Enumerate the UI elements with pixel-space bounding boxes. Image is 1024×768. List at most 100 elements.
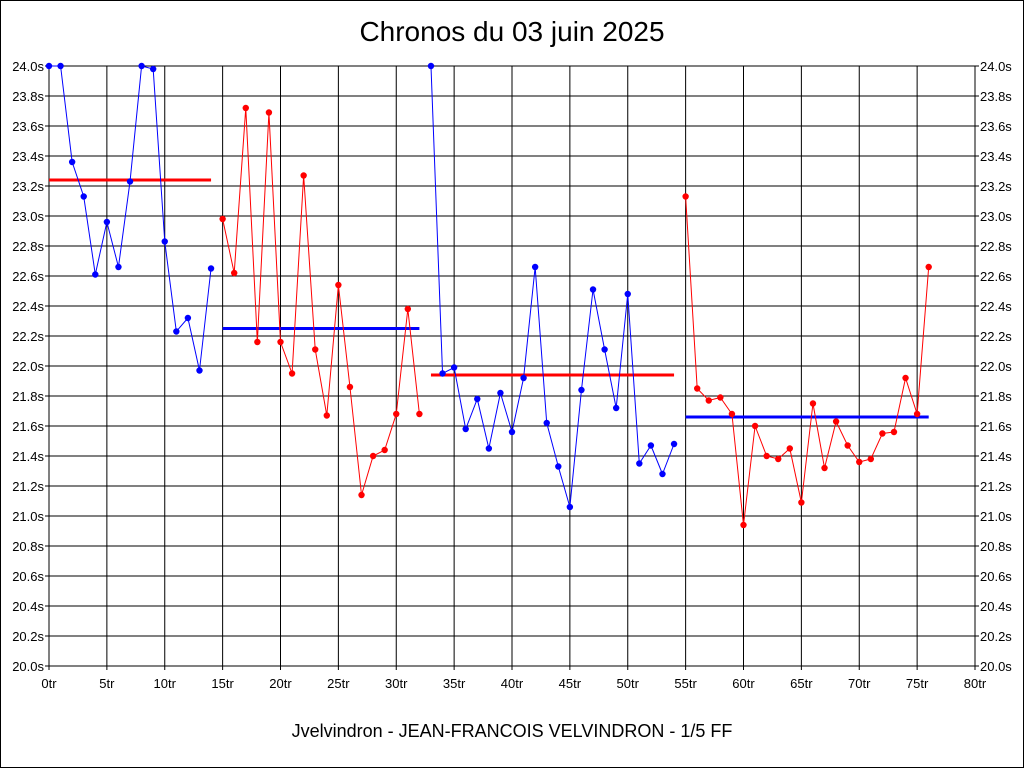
data-point bbox=[277, 338, 284, 346]
data-point bbox=[879, 430, 886, 437]
data-point bbox=[694, 385, 701, 392]
data-point bbox=[149, 65, 157, 73]
x-tick-label: 40tr bbox=[501, 676, 524, 691]
y-tick-label-left: 21.6s bbox=[12, 419, 44, 434]
data-point bbox=[335, 281, 342, 289]
data-point bbox=[57, 62, 64, 70]
data-point bbox=[439, 370, 446, 377]
data-point bbox=[717, 394, 724, 401]
y-tick-label-left: 22.6s bbox=[12, 269, 44, 284]
data-point bbox=[161, 238, 168, 245]
data-point bbox=[474, 395, 481, 403]
y-tick-label-right: 20.6s bbox=[980, 569, 1012, 584]
data-point bbox=[323, 412, 330, 419]
y-tick-label-left: 20.6s bbox=[12, 569, 44, 584]
y-tick-label-left: 23.2s bbox=[12, 179, 44, 194]
y-tick-label-right: 20.8s bbox=[980, 539, 1012, 554]
y-tick-label-left: 22.2s bbox=[12, 329, 44, 344]
x-tick-label: 25tr bbox=[327, 676, 350, 691]
y-tick-label-left: 23.0s bbox=[12, 209, 44, 224]
series-line bbox=[430, 65, 675, 508]
x-tick-label: 55tr bbox=[674, 676, 697, 691]
chart-title: Chronos du 03 juin 2025 bbox=[359, 16, 665, 47]
data-point bbox=[775, 455, 782, 463]
data-point bbox=[45, 62, 53, 70]
y-tick-label-right: 21.6s bbox=[980, 419, 1012, 434]
data-point bbox=[809, 400, 817, 407]
data-point bbox=[346, 383, 354, 391]
y-tick-label-left: 20.2s bbox=[12, 629, 44, 644]
data-point bbox=[219, 215, 226, 223]
y-tick-label-left: 23.4s bbox=[12, 149, 44, 164]
y-tick-label-right: 22.4s bbox=[980, 299, 1012, 314]
y-tick-label-right: 23.8s bbox=[980, 89, 1012, 104]
y-tick-label-right: 23.0s bbox=[980, 209, 1012, 224]
series-line bbox=[685, 196, 930, 526]
x-tick-label: 65tr bbox=[790, 676, 813, 691]
data-point bbox=[404, 305, 412, 313]
y-tick-label-left: 23.8s bbox=[12, 89, 44, 104]
x-tick-label: 10tr bbox=[154, 676, 177, 691]
y-tick-label-left: 23.6s bbox=[12, 119, 44, 134]
data-point bbox=[265, 109, 273, 116]
data-point bbox=[184, 314, 192, 322]
x-tick-label: 20tr bbox=[269, 676, 292, 691]
data-point bbox=[369, 452, 377, 460]
y-tick-label-left: 22.8s bbox=[12, 239, 44, 254]
data-point bbox=[682, 193, 689, 200]
data-point bbox=[555, 463, 562, 470]
data-point bbox=[832, 418, 840, 425]
data-point bbox=[358, 491, 365, 499]
data-point bbox=[867, 455, 875, 463]
data-point bbox=[543, 419, 550, 427]
data-point bbox=[115, 263, 122, 271]
x-tick-label: 50tr bbox=[617, 676, 640, 691]
x-tick-label: 15tr bbox=[211, 676, 234, 691]
data-point bbox=[902, 374, 909, 382]
y-tick-label-right: 20.0s bbox=[980, 659, 1012, 674]
data-point bbox=[566, 503, 574, 511]
data-point bbox=[798, 499, 805, 506]
data-point bbox=[312, 346, 319, 353]
series-layer bbox=[45, 62, 932, 529]
data-point bbox=[92, 271, 99, 278]
x-tick-label: 30tr bbox=[385, 676, 408, 691]
data-point bbox=[659, 470, 666, 478]
axis-layer: 0tr 5tr 10tr 15tr 20tr 25tr 30tr 35tr 40tr 45tr 50… bbox=[12, 59, 1012, 691]
x-tick-label: 75tr bbox=[906, 676, 929, 691]
data-point bbox=[231, 269, 238, 277]
y-tick-label-left: 21.8s bbox=[12, 389, 44, 404]
y-tick-label-right: 20.4s bbox=[980, 599, 1012, 614]
x-tick-label: 5tr bbox=[99, 676, 115, 691]
data-point bbox=[844, 442, 851, 449]
data-point bbox=[578, 386, 585, 394]
y-tick-label-right: 22.8s bbox=[980, 239, 1012, 254]
data-point bbox=[636, 460, 643, 467]
data-point bbox=[173, 328, 180, 335]
data-point bbox=[740, 521, 747, 529]
data-point bbox=[103, 218, 111, 226]
x-tick-label: 0tr bbox=[41, 676, 57, 691]
y-tick-label-right: 22.2s bbox=[980, 329, 1012, 344]
series-line bbox=[222, 107, 420, 496]
data-point bbox=[68, 158, 76, 166]
data-point bbox=[670, 440, 678, 448]
data-point bbox=[601, 346, 608, 353]
y-tick-label-left: 21.4s bbox=[12, 449, 44, 464]
y-tick-label-left: 20.4s bbox=[12, 599, 44, 614]
y-tick-label-left: 24.0s bbox=[12, 59, 44, 74]
x-tick-label: 35tr bbox=[443, 676, 466, 691]
y-tick-label-left: 21.0s bbox=[12, 509, 44, 524]
y-tick-label-right: 23.2s bbox=[980, 179, 1012, 194]
data-point bbox=[925, 263, 932, 271]
y-tick-label-left: 20.0s bbox=[12, 659, 44, 674]
data-point bbox=[531, 263, 539, 271]
y-tick-label-right: 22.6s bbox=[980, 269, 1012, 284]
data-point bbox=[786, 445, 793, 452]
data-point bbox=[288, 370, 296, 377]
y-tick-label-left: 22.0s bbox=[12, 359, 44, 374]
data-point bbox=[856, 458, 863, 466]
data-point bbox=[450, 364, 458, 371]
data-point bbox=[126, 178, 134, 185]
data-point bbox=[890, 428, 898, 436]
